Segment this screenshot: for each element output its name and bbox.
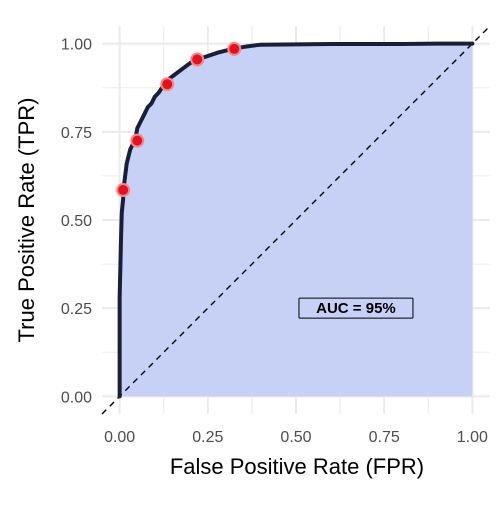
x-tick-label: 0.75 [369,429,400,446]
auc-label-box [298,297,414,319]
x-tick-label: 0.00 [104,429,135,446]
diagonal-layer [101,25,491,415]
annotation-layer: AUC = 95% [298,297,414,319]
threshold-point [116,183,131,198]
curve-layer [117,41,475,399]
y-tick-label: 0.75 [61,125,92,142]
threshold-point [130,133,145,148]
threshold-point [227,41,242,56]
x-tick-label: 0.50 [280,429,311,446]
x-axis-title: False Positive Rate (FPR) [170,454,424,479]
x-tick-label: 1.00 [457,429,488,446]
x-tick-label: 0.25 [192,429,223,446]
y-tick-label: 0.25 [61,301,92,318]
y-axis-title: True Positive Rate (TPR) [14,98,39,343]
x-tick-labels: 0.00 0.25 0.50 0.75 1.00 [104,429,488,446]
points-layer [116,41,242,198]
diagonal-reference-line [101,25,491,415]
threshold-point [160,77,175,92]
y-tick-label: 0.50 [61,213,92,230]
roc-curve-line [117,41,475,399]
y-tick-labels: 0.00 0.25 0.50 0.75 1.00 [61,37,92,407]
y-tick-label: 0.00 [61,389,92,406]
auc-label: AUC = 95% [316,300,396,317]
threshold-point [190,52,205,67]
y-tick-label: 1.00 [61,37,92,54]
